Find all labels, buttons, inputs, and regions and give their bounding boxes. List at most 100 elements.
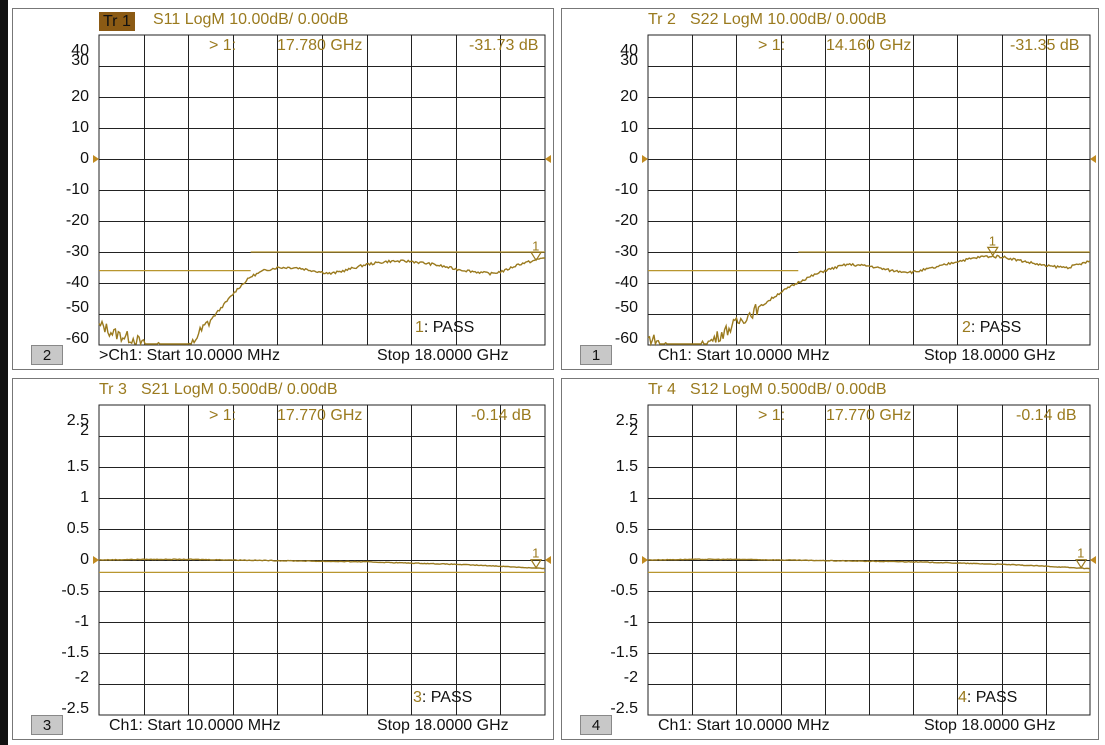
y-axis-label: 10 xyxy=(71,119,89,136)
active-trace-label[interactable]: Tr 1 xyxy=(99,12,135,31)
reference-left-arrow xyxy=(642,556,648,564)
marker-label: > 1: xyxy=(209,407,237,424)
pass-text: : PASS xyxy=(970,319,1022,336)
y-axis-label: -20 xyxy=(65,212,89,229)
y-axis-labels: 2.5 2 1.5 1 0.5 0 -0.5 -1 -1.5 -2 -2.5 xyxy=(13,379,89,739)
reference-right-arrow xyxy=(545,556,551,564)
y-axis-label: -30 xyxy=(614,243,638,260)
trace-pane-3[interactable]: Tr 3 S21 LogM 0.500dB/ 0.00dB 2.5 2 1.5 1 0.… xyxy=(12,378,554,740)
trace-svg: 1 xyxy=(642,34,1096,347)
trace-title: S11 LogM 10.00dB/ 0.00dB xyxy=(153,11,349,28)
y-axis-label: -0.5 xyxy=(610,582,638,599)
marker-triangle xyxy=(986,246,999,257)
y-axis-label: 1 xyxy=(80,489,89,506)
y-axis-label: -2.5 xyxy=(61,700,89,717)
y-axis-label: 30 xyxy=(71,52,89,69)
pass-number: 2 xyxy=(962,319,971,336)
y-axis-label: 1.5 xyxy=(66,458,89,475)
sweep-stop: Stop 18.0000 GHz xyxy=(377,717,509,734)
y-axis-labels: 2.5 2 1.5 1 0.5 0 -0.5 -1 -1.5 -2 -2.5 xyxy=(562,379,638,739)
plot-area[interactable]: 1 xyxy=(93,34,551,347)
marker-triangle xyxy=(1075,559,1088,569)
trace-title: S21 LogM 0.500dB/ 0.00dB xyxy=(141,381,338,398)
y-axis-label: 40 xyxy=(620,42,638,59)
trace-pane-1[interactable]: Tr 1 S11 LogM 10.00dB/ 0.00dB 40 30 20 10 0 -… xyxy=(12,8,554,370)
marker-triangle xyxy=(529,251,543,262)
plot-area[interactable]: 1 xyxy=(642,34,1096,347)
y-axis-label: -40 xyxy=(614,274,638,291)
trace-title-tr[interactable]: Tr 2 xyxy=(648,11,676,28)
limit-pass-status: 3: PASS xyxy=(413,689,472,707)
marker-value: -31.73 dB xyxy=(469,37,539,54)
pass-text: : PASS xyxy=(421,689,473,706)
y-axis-label: -20 xyxy=(614,212,638,229)
marker-value: -0.14 dB xyxy=(471,407,532,424)
plot-area[interactable]: 1 xyxy=(642,404,1096,716)
y-axis-label: -2 xyxy=(74,669,89,686)
reference-left-arrow xyxy=(93,155,99,163)
y-axis-label: 0 xyxy=(629,150,638,167)
trace-line xyxy=(647,558,1091,570)
trace-title: S22 LogM 10.00dB/ 0.00dB xyxy=(690,11,887,28)
y-axis-label: 30 xyxy=(620,52,638,69)
y-axis-label: 20 xyxy=(71,88,89,105)
y-axis-label: -0.5 xyxy=(61,582,89,599)
limit-pass-status: 2: PASS xyxy=(962,319,1021,337)
sweep-stop: Stop 18.0000 GHz xyxy=(924,717,1056,734)
channel-window-badge[interactable]: 4 xyxy=(580,715,612,735)
marker-triangle xyxy=(529,559,543,569)
y-axis-label: 0.5 xyxy=(615,520,638,537)
pass-text: : PASS xyxy=(423,319,475,336)
plot-area[interactable]: 1 xyxy=(93,404,551,716)
y-axis-label: 0 xyxy=(80,551,89,568)
y-axis-label: -1.5 xyxy=(61,644,89,661)
marker-frequency: 14.160 GHz xyxy=(826,37,912,54)
sweep-start: Ch1: Start 10.0000 MHz xyxy=(658,347,830,364)
trace-title-tr[interactable]: Tr 3 xyxy=(99,381,127,398)
trace-line xyxy=(647,254,1091,347)
y-axis-label: 1.5 xyxy=(615,458,638,475)
reference-right-arrow xyxy=(1090,155,1096,163)
y-axis-label: 10 xyxy=(620,119,638,136)
reference-left-arrow xyxy=(642,155,648,163)
y-axis-label: 0 xyxy=(629,551,638,568)
trace-title-tr[interactable]: Tr 4 xyxy=(648,381,676,398)
y-axis-label: -60 xyxy=(614,330,638,347)
marker-label: > 1: xyxy=(758,407,786,424)
sweep-start: >Ch1: Start 10.0000 MHz xyxy=(99,347,280,364)
y-axis-labels: 40 30 20 10 0 -10 -20 -30 -40 -50 -60 xyxy=(13,9,89,369)
pass-number: 4 xyxy=(958,689,967,706)
sweep-stop: Stop 18.0000 GHz xyxy=(924,347,1056,364)
limit-pass-status: 4: PASS xyxy=(958,689,1017,707)
sweep-stop: Stop 18.0000 GHz xyxy=(377,347,509,364)
y-axis-labels: 40 30 20 10 0 -10 -20 -30 -40 -50 -60 xyxy=(562,9,638,369)
trace-svg: 1 xyxy=(93,34,551,347)
y-axis-label: -1 xyxy=(623,613,638,630)
marker-number: 1 xyxy=(532,546,539,561)
y-axis-label: 2 xyxy=(80,422,89,439)
channel-window-badge[interactable]: 2 xyxy=(31,345,63,365)
channel-window-badge[interactable]: 1 xyxy=(580,345,612,365)
reference-left-arrow xyxy=(93,556,99,564)
trace-pane-4[interactable]: Tr 4 S12 LogM 0.500dB/ 0.00dB 2.5 2 1.5 1 0.… xyxy=(561,378,1099,740)
y-axis-label: 1 xyxy=(629,489,638,506)
reference-right-arrow xyxy=(1090,556,1096,564)
y-axis-label: 2.5 xyxy=(615,412,638,429)
trace-pane-2[interactable]: Tr 2 S22 LogM 10.00dB/ 0.00dB 40 30 20 10 0 -… xyxy=(561,8,1099,370)
y-axis-label: 0.5 xyxy=(66,520,89,537)
y-axis-label: -60 xyxy=(65,330,89,347)
pass-number: 3 xyxy=(413,689,422,706)
marker-number: 1 xyxy=(1077,546,1084,561)
marker-label: > 1: xyxy=(758,37,786,54)
trace-line xyxy=(98,257,545,347)
y-axis-label: -1.5 xyxy=(610,644,638,661)
trace-svg: 1 xyxy=(642,404,1096,716)
trace-title: S12 LogM 0.500dB/ 0.00dB xyxy=(690,381,887,398)
y-axis-label: 40 xyxy=(71,42,89,59)
y-axis-label: 2 xyxy=(629,422,638,439)
y-axis-label: 2.5 xyxy=(66,412,89,429)
marker-value: -31.35 dB xyxy=(1010,37,1080,54)
y-axis-label: -30 xyxy=(65,243,89,260)
y-axis-label: -10 xyxy=(65,181,89,198)
channel-window-badge[interactable]: 3 xyxy=(31,715,63,735)
